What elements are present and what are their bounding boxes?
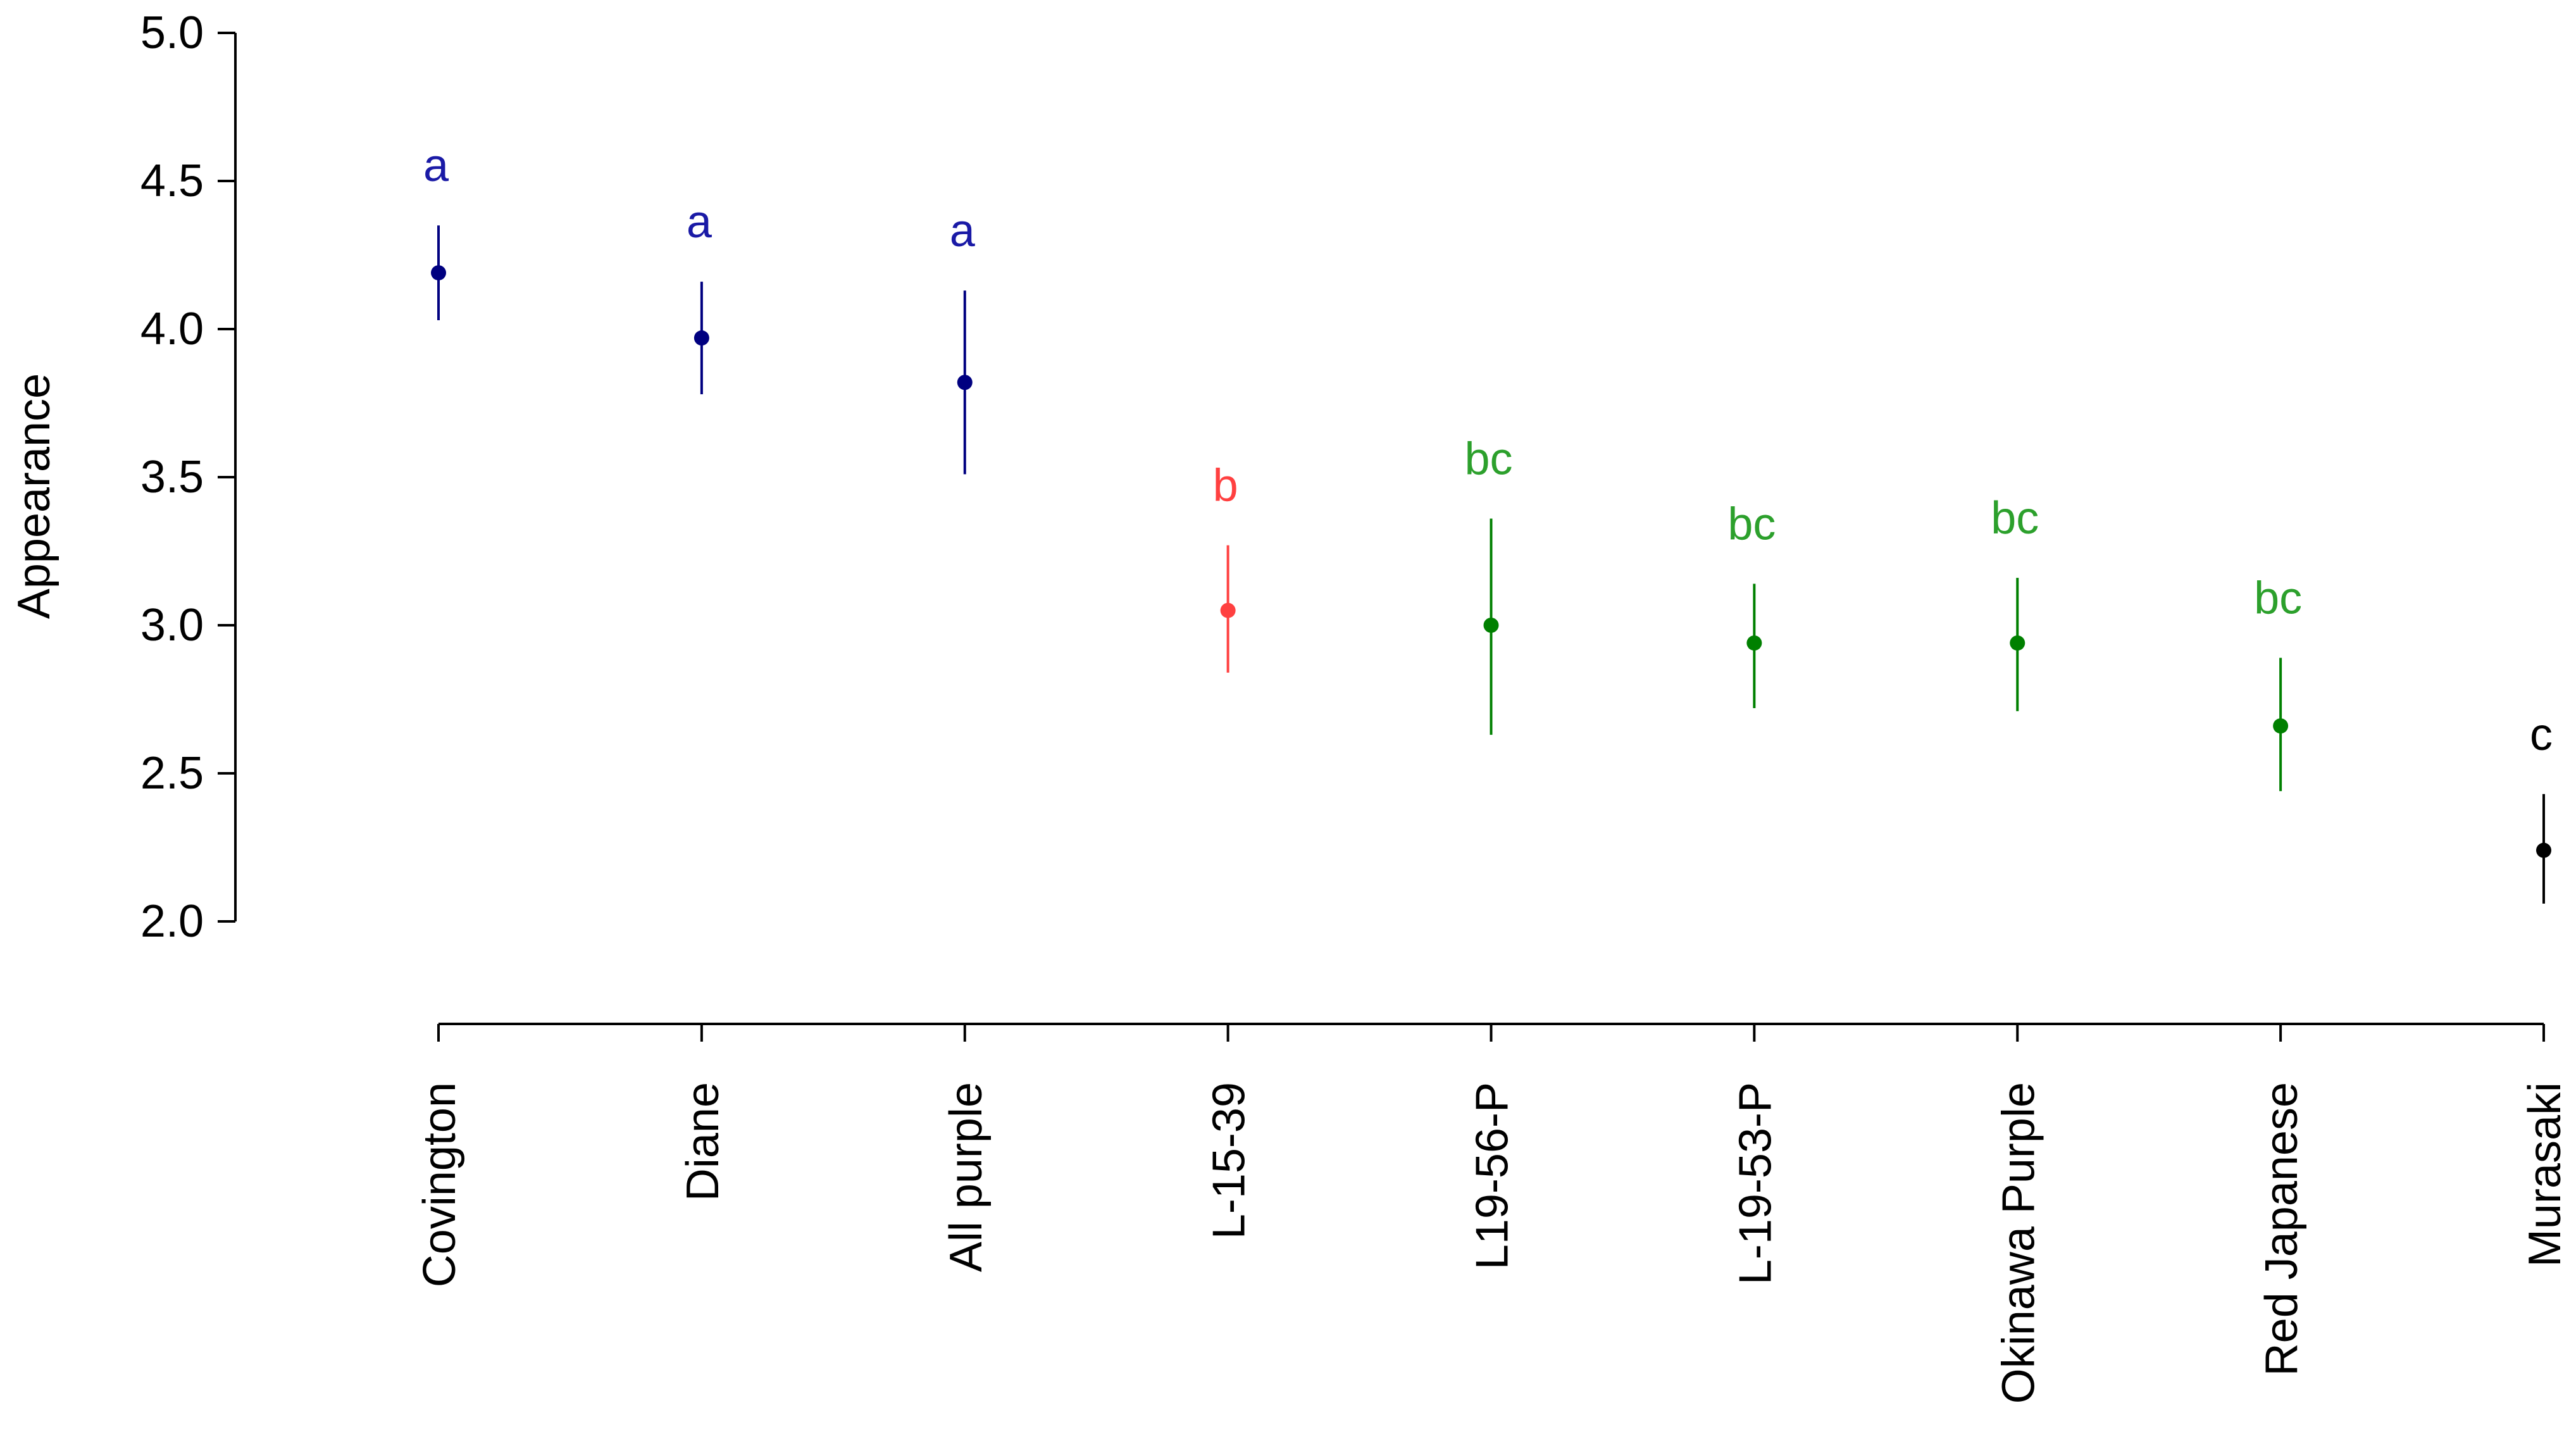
group-letter-label: bc: [1727, 499, 1776, 549]
y-tick-label: 5.0: [140, 8, 204, 58]
group-letter-label: a: [687, 197, 712, 247]
mean-point: [2273, 718, 2289, 734]
mean-point: [431, 265, 446, 281]
x-tick-label: Diane: [678, 1082, 728, 1201]
y-axis: 2.0 2.5 3.0 3.5 4.0 4.5 5.0: [140, 8, 237, 947]
x-tick-label: Murasaki: [2520, 1082, 2570, 1267]
mean-point: [2536, 842, 2551, 858]
plot-area: a a a b bc bc bc bc c: [423, 140, 2553, 904]
y-tick-label: 2.0: [140, 896, 204, 947]
x-tick-label: L-15-39: [1204, 1082, 1255, 1239]
mean-point: [694, 330, 709, 346]
x-tick-label: L-19-53-P: [1730, 1082, 1781, 1285]
mean-point: [957, 375, 973, 390]
group-letter-label: bc: [1464, 434, 1512, 485]
x-tick-label: All purple: [941, 1082, 992, 1272]
x-tick-label: Red Japanese: [2256, 1082, 2307, 1376]
group-letter-label: bc: [1991, 493, 2039, 544]
y-tick-label: 4.5: [140, 156, 204, 206]
y-tick-label: 3.5: [140, 452, 204, 502]
x-tick-label: Okinawa Purple: [1993, 1082, 2044, 1404]
mean-point: [2010, 635, 2025, 651]
mean-point: [1483, 618, 1499, 633]
group-letter-label: c: [2530, 709, 2553, 760]
mean-point: [1220, 602, 1236, 618]
group-letter-label: bc: [2254, 573, 2302, 623]
y-tick-label: 3.0: [140, 600, 204, 651]
group-letter-label: b: [1213, 461, 1238, 511]
x-tick-label: L19-56-P: [1467, 1082, 1518, 1269]
y-axis-title: Appearance: [9, 373, 59, 619]
y-tick-label: 2.5: [140, 748, 204, 799]
mean-point: [1746, 635, 1762, 651]
group-letter-label: a: [950, 206, 976, 256]
x-axis: Covington Diane All purple L-15-39 L19-56-P L…: [414, 1023, 2570, 1404]
group-letter-label: a: [423, 140, 449, 191]
x-tick-label: Covington: [414, 1082, 465, 1287]
y-tick-label: 4.0: [140, 304, 204, 354]
